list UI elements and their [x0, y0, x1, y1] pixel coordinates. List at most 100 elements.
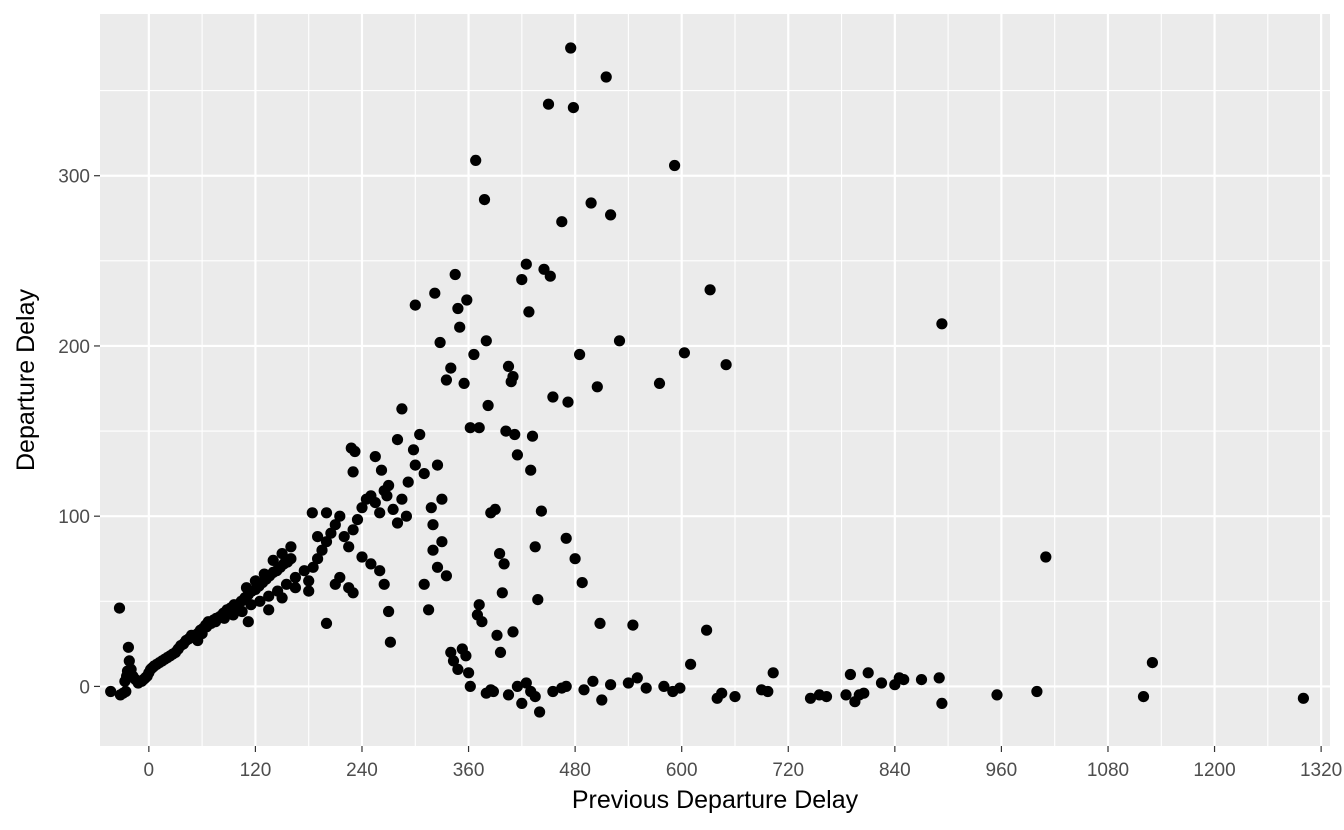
- data-point: [560, 680, 572, 693]
- data-point: [489, 503, 501, 515]
- data-point: [240, 582, 253, 594]
- data-point: [289, 582, 301, 594]
- data-point: [369, 451, 381, 463]
- data-point: [396, 403, 408, 415]
- data-point: [498, 558, 510, 570]
- data-point: [347, 587, 359, 599]
- x-axis-title: Previous Departure Delay: [572, 786, 859, 814]
- y-axis-ticks: 0 100 200 300: [58, 167, 100, 698]
- data-point: [591, 381, 603, 393]
- data-point: [338, 531, 350, 543]
- data-point: [374, 565, 386, 577]
- data-point: [334, 571, 346, 584]
- data-point: [267, 554, 279, 567]
- data-point: [285, 553, 297, 565]
- data-point: [762, 685, 774, 698]
- data-point: [249, 575, 261, 587]
- data-point: [507, 626, 519, 638]
- data-points: [105, 42, 1309, 718]
- data-point: [409, 299, 421, 311]
- data-point: [452, 302, 464, 315]
- data-point: [263, 590, 275, 602]
- data-point: [245, 599, 257, 611]
- data-point: [473, 599, 485, 611]
- data-point: [120, 685, 132, 698]
- data-point: [227, 609, 239, 621]
- data-point: [460, 650, 472, 662]
- data-point: [936, 697, 948, 710]
- x-tick-label: 1080: [1087, 760, 1129, 781]
- data-point: [898, 674, 910, 686]
- data-point: [436, 493, 448, 505]
- x-tick-label: 1200: [1193, 760, 1235, 781]
- data-point: [298, 565, 310, 577]
- y-tick-label: 100: [58, 507, 90, 528]
- x-tick-label: 480: [559, 760, 591, 781]
- data-point: [542, 98, 555, 110]
- data-point: [804, 692, 817, 704]
- data-point: [289, 571, 301, 584]
- data-point: [534, 706, 546, 718]
- data-point: [280, 578, 293, 590]
- data-point: [507, 371, 519, 383]
- data-point: [440, 374, 452, 386]
- data-point: [600, 71, 612, 83]
- data-point: [383, 605, 395, 618]
- data-point: [991, 689, 1003, 701]
- data-point: [523, 306, 535, 318]
- data-point: [445, 646, 457, 659]
- data-point: [502, 689, 515, 701]
- data-point: [402, 476, 414, 488]
- data-point: [585, 197, 597, 209]
- data-point: [496, 587, 508, 599]
- data-point: [547, 391, 559, 403]
- data-point: [409, 459, 421, 471]
- data-point: [464, 422, 476, 434]
- data-point: [407, 444, 420, 456]
- data-point: [567, 102, 580, 114]
- data-point: [218, 612, 230, 624]
- data-point: [347, 466, 359, 478]
- data-point: [303, 585, 315, 597]
- x-tick-label: 120: [240, 760, 272, 781]
- data-point: [351, 514, 364, 526]
- y-axis-title: Departure Delay: [12, 288, 40, 471]
- data-point: [529, 541, 541, 553]
- data-point: [427, 519, 439, 531]
- data-point: [325, 527, 337, 539]
- data-point: [480, 335, 492, 347]
- data-point: [576, 577, 588, 589]
- data-point: [525, 464, 537, 476]
- data-point: [500, 425, 512, 437]
- major-gridlines: [100, 14, 1330, 746]
- data-point: [1031, 685, 1043, 698]
- data-point: [209, 616, 222, 628]
- data-point: [767, 667, 779, 679]
- data-point: [704, 284, 716, 296]
- data-point: [605, 209, 617, 221]
- data-point: [720, 359, 732, 371]
- data-point: [1040, 551, 1052, 563]
- data-point: [470, 154, 482, 166]
- data-point: [369, 497, 381, 509]
- y-tick-label: 300: [58, 167, 90, 188]
- data-point: [391, 434, 404, 446]
- data-point: [594, 617, 606, 630]
- data-point: [596, 694, 608, 706]
- data-point: [236, 605, 248, 618]
- data-point: [678, 347, 691, 359]
- data-point: [418, 578, 430, 590]
- data-point: [427, 544, 439, 556]
- data-point: [494, 548, 506, 560]
- data-point: [622, 677, 635, 689]
- data-point: [320, 507, 333, 519]
- data-point: [613, 335, 626, 347]
- data-point: [458, 377, 470, 389]
- data-point: [569, 553, 581, 565]
- data-point: [381, 490, 393, 502]
- data-point: [329, 519, 341, 531]
- data-point: [535, 505, 548, 517]
- data-point: [562, 396, 574, 408]
- data-point: [263, 604, 275, 616]
- data-point: [423, 604, 435, 616]
